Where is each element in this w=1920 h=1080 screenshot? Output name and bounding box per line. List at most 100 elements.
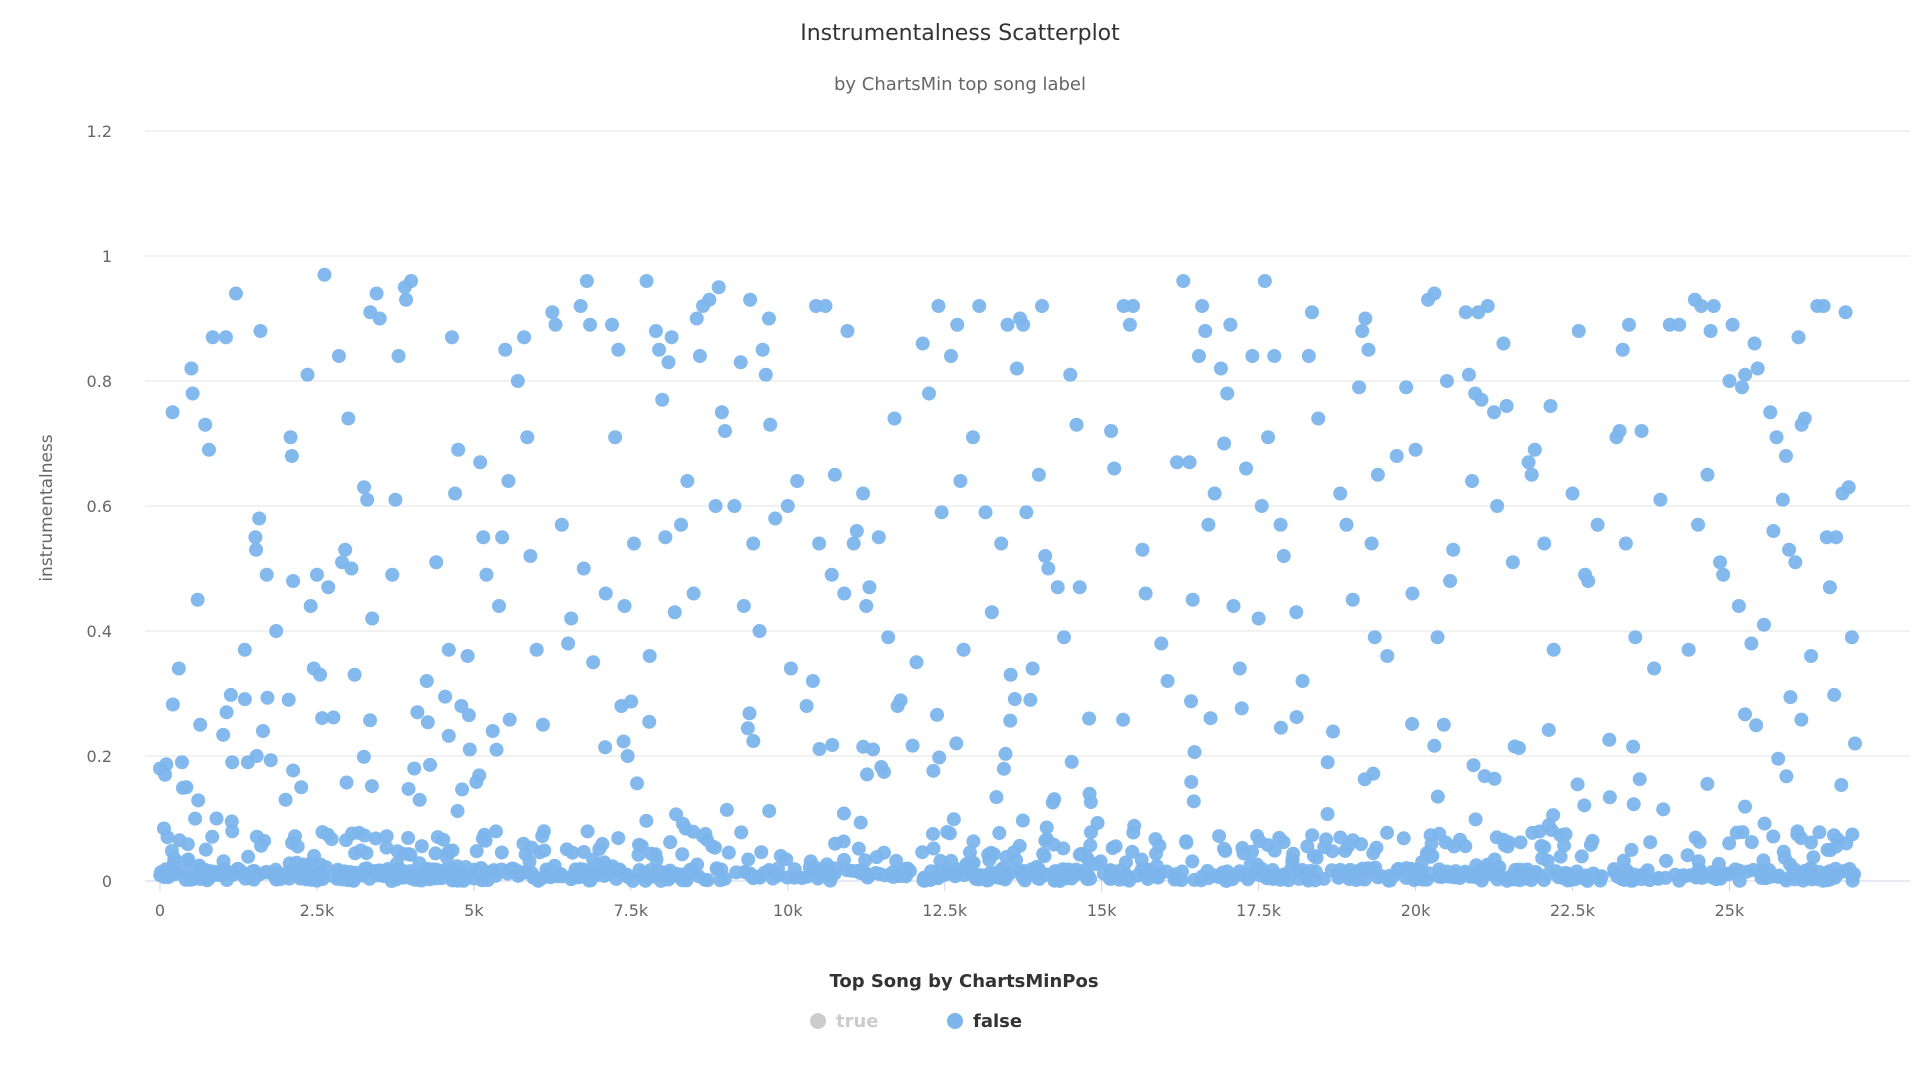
data-point bbox=[1245, 844, 1260, 859]
data-point bbox=[652, 342, 667, 357]
data-point bbox=[193, 717, 208, 732]
data-point bbox=[658, 530, 673, 545]
data-point bbox=[1656, 802, 1671, 817]
data-point bbox=[1622, 317, 1636, 332]
data-point bbox=[1063, 367, 1078, 382]
data-point bbox=[357, 480, 372, 495]
data-point bbox=[1553, 849, 1568, 864]
data-point bbox=[661, 355, 676, 370]
data-point bbox=[584, 862, 599, 877]
data-point bbox=[1747, 336, 1762, 351]
data-point bbox=[605, 317, 619, 332]
data-point bbox=[224, 814, 239, 829]
data-point bbox=[1820, 842, 1835, 857]
data-point bbox=[307, 848, 322, 863]
data-point bbox=[524, 840, 539, 855]
data-point bbox=[333, 869, 348, 884]
data-point bbox=[1215, 865, 1230, 880]
data-point bbox=[278, 792, 293, 807]
data-point bbox=[966, 834, 981, 849]
data-point bbox=[680, 474, 695, 488]
data-point bbox=[1003, 713, 1018, 728]
data-point bbox=[849, 524, 864, 538]
legend: Top Song by ChartsMinPos true false bbox=[810, 971, 1099, 1032]
data-point bbox=[436, 832, 451, 847]
data-point bbox=[1806, 850, 1821, 865]
data-point bbox=[1170, 871, 1185, 886]
data-point bbox=[1757, 864, 1772, 879]
data-point bbox=[1308, 864, 1323, 879]
data-point bbox=[741, 852, 756, 867]
data-point bbox=[492, 599, 506, 613]
y-tick-label: 0.8 bbox=[87, 372, 112, 391]
data-point bbox=[1413, 864, 1428, 879]
data-point bbox=[1700, 776, 1715, 791]
data-point bbox=[1487, 405, 1502, 420]
data-point bbox=[184, 361, 199, 376]
data-point bbox=[495, 530, 510, 545]
data-point bbox=[441, 642, 456, 657]
data-point bbox=[522, 854, 537, 869]
data-point bbox=[1738, 367, 1753, 382]
data-point bbox=[1267, 349, 1282, 363]
y-tick-label: 0.4 bbox=[87, 622, 112, 641]
data-point bbox=[1490, 499, 1505, 513]
data-point bbox=[978, 505, 993, 520]
data-point bbox=[460, 649, 475, 663]
data-point bbox=[412, 792, 427, 807]
data-point bbox=[934, 505, 949, 520]
data-point bbox=[1353, 871, 1368, 886]
data-point bbox=[1276, 549, 1291, 563]
data-point bbox=[1750, 361, 1765, 376]
data-point bbox=[341, 411, 356, 426]
data-point bbox=[548, 317, 563, 332]
data-point bbox=[165, 697, 180, 712]
data-point bbox=[1513, 835, 1528, 850]
data-point bbox=[517, 330, 532, 345]
data-point bbox=[339, 775, 354, 790]
data-point bbox=[263, 753, 278, 768]
data-point bbox=[624, 694, 639, 709]
data-point bbox=[743, 292, 758, 307]
data-point bbox=[689, 311, 704, 326]
data-point bbox=[216, 854, 231, 869]
data-point bbox=[1170, 455, 1184, 470]
chart-subtitle: by ChartsMin top song label bbox=[834, 74, 1086, 95]
data-point bbox=[779, 852, 794, 867]
legend-item-true[interactable]: true bbox=[810, 1011, 879, 1032]
data-point bbox=[1691, 517, 1706, 532]
data-point bbox=[799, 699, 814, 713]
data-point bbox=[1090, 815, 1105, 830]
data-point bbox=[1038, 549, 1053, 563]
data-point bbox=[1779, 769, 1794, 784]
data-point bbox=[1474, 392, 1489, 407]
data-point bbox=[300, 367, 315, 382]
data-point bbox=[746, 536, 761, 551]
data-point bbox=[225, 755, 240, 770]
data-point bbox=[257, 833, 272, 848]
data-point bbox=[1234, 701, 1249, 716]
data-point bbox=[1405, 716, 1420, 731]
data-point bbox=[639, 813, 654, 828]
data-point bbox=[253, 324, 268, 338]
data-point bbox=[1653, 492, 1668, 507]
data-point bbox=[315, 872, 330, 887]
data-point bbox=[1080, 850, 1095, 865]
data-point bbox=[344, 561, 359, 576]
data-point bbox=[1466, 758, 1481, 773]
data-point bbox=[1065, 863, 1080, 878]
data-point bbox=[317, 267, 332, 282]
scatter-points bbox=[153, 267, 1862, 888]
data-point bbox=[1461, 367, 1476, 382]
data-point bbox=[675, 847, 690, 862]
data-point bbox=[241, 849, 256, 864]
data-point bbox=[691, 869, 706, 884]
data-point bbox=[998, 746, 1013, 761]
data-point bbox=[1826, 828, 1841, 843]
legend-item-false[interactable]: false bbox=[947, 1011, 1022, 1032]
data-point bbox=[1019, 505, 1034, 520]
data-point bbox=[734, 825, 749, 840]
data-point bbox=[667, 605, 682, 620]
data-point bbox=[1439, 374, 1454, 388]
data-point bbox=[580, 824, 595, 839]
